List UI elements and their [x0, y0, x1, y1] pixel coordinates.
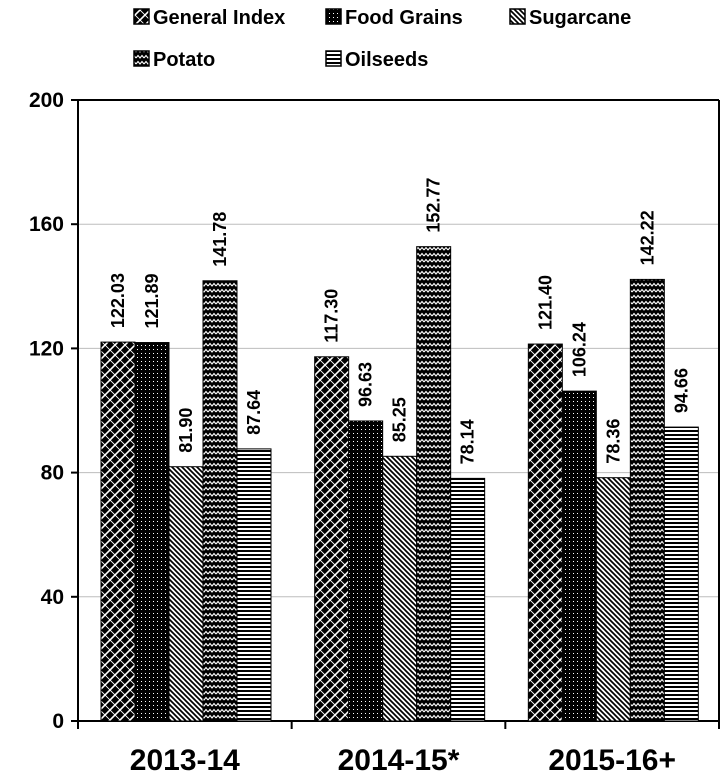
bar-general-index-2014-15: [314, 356, 350, 722]
legend-item-potato: Potato: [133, 49, 215, 71]
bar-food-grains-2015-16: [561, 390, 597, 722]
legend-label: Food Grains: [345, 7, 463, 29]
y-tick-label: 200: [29, 89, 64, 112]
bar-food-grains-2014-15: [348, 420, 384, 722]
y-tick-label: 120: [29, 337, 64, 360]
bar-general-index-2015-16: [527, 343, 563, 722]
data-label-food-grains-2013-14: 121.89: [142, 273, 162, 328]
bar-sugarcane-2013-14: [168, 466, 204, 722]
data-label-sugarcane-2015-16: 78.36: [603, 419, 623, 464]
data-label-potato-2013-14: 141.78: [210, 212, 230, 267]
data-label-food-grains-2014-15: 96.63: [356, 362, 376, 407]
data-label-food-grains-2015-16: 106.24: [569, 322, 589, 377]
legend-swatch: [133, 50, 150, 67]
y-tick-label: 40: [41, 586, 64, 609]
y-axis: 0 40 80 120 160 200: [29, 89, 78, 733]
y-tick-label: 160: [29, 213, 64, 236]
data-label-sugarcane-2013-14: 81.90: [176, 408, 196, 453]
legend-swatch: [133, 8, 150, 25]
bar-oilseeds-2013-14: [236, 448, 272, 722]
bar-sugarcane-2015-16: [595, 477, 631, 722]
bar-oilseeds-2015-16: [663, 426, 699, 722]
data-label-general-index-2014-15: 117.30: [322, 289, 342, 343]
bar-food-grains-2013-14: [134, 342, 170, 722]
bar-potato-2015-16: [629, 278, 665, 722]
data-label-general-index-2013-14: 122.03: [108, 273, 128, 328]
legend-item-general-index: General Index: [133, 7, 285, 29]
y-tick-label: 80: [41, 462, 64, 485]
legend-label: Potato: [153, 49, 215, 71]
data-label-general-index-2015-16: 121.40: [535, 275, 555, 330]
legend-label: General Index: [153, 7, 285, 29]
bar-general-index-2013-14: [100, 341, 136, 722]
x-tick-label-2013-14: 2013-14: [130, 744, 240, 777]
data-label-sugarcane-2014-15: 85.25: [390, 397, 410, 442]
x-axis: 2013-14 2014-15* 2015-16+: [77, 721, 720, 777]
x-tick-label-2014-15: 2014-15*: [338, 744, 460, 777]
y-tick-label: 0: [52, 710, 64, 733]
data-label-oilseeds-2013-14: 87.64: [244, 390, 264, 435]
data-label-oilseeds-2015-16: 94.66: [671, 368, 691, 413]
legend-swatch: [325, 50, 342, 67]
bar-oilseeds-2014-15: [450, 477, 486, 722]
legend-item-oilseeds: Oilseeds: [325, 49, 428, 71]
legend-item-sugarcane: Sugarcane: [509, 7, 631, 29]
bar-potato-2013-14: [202, 280, 238, 722]
legend-label: Sugarcane: [529, 7, 631, 29]
data-label-potato-2015-16: 142.22: [637, 210, 657, 265]
legend-swatch: [325, 8, 342, 25]
bars: [100, 246, 699, 722]
legend-item-food-grains: Food Grains: [325, 7, 463, 29]
bar-potato-2014-15: [416, 246, 452, 722]
data-labels: 122.03 121.89 81.90 141.78 87.64 117.30 96.63 8…: [108, 178, 691, 465]
bar-sugarcane-2014-15: [382, 455, 418, 722]
legend: General Index Food Grains Sugarcane Potato O…: [133, 7, 631, 71]
data-label-oilseeds-2014-15: 78.14: [458, 419, 478, 464]
legend-swatch: [509, 8, 526, 25]
data-label-potato-2014-15: 152.77: [424, 178, 444, 233]
x-tick-label-2015-16: 2015-16+: [548, 744, 676, 777]
legend-label: Oilseeds: [345, 49, 428, 71]
